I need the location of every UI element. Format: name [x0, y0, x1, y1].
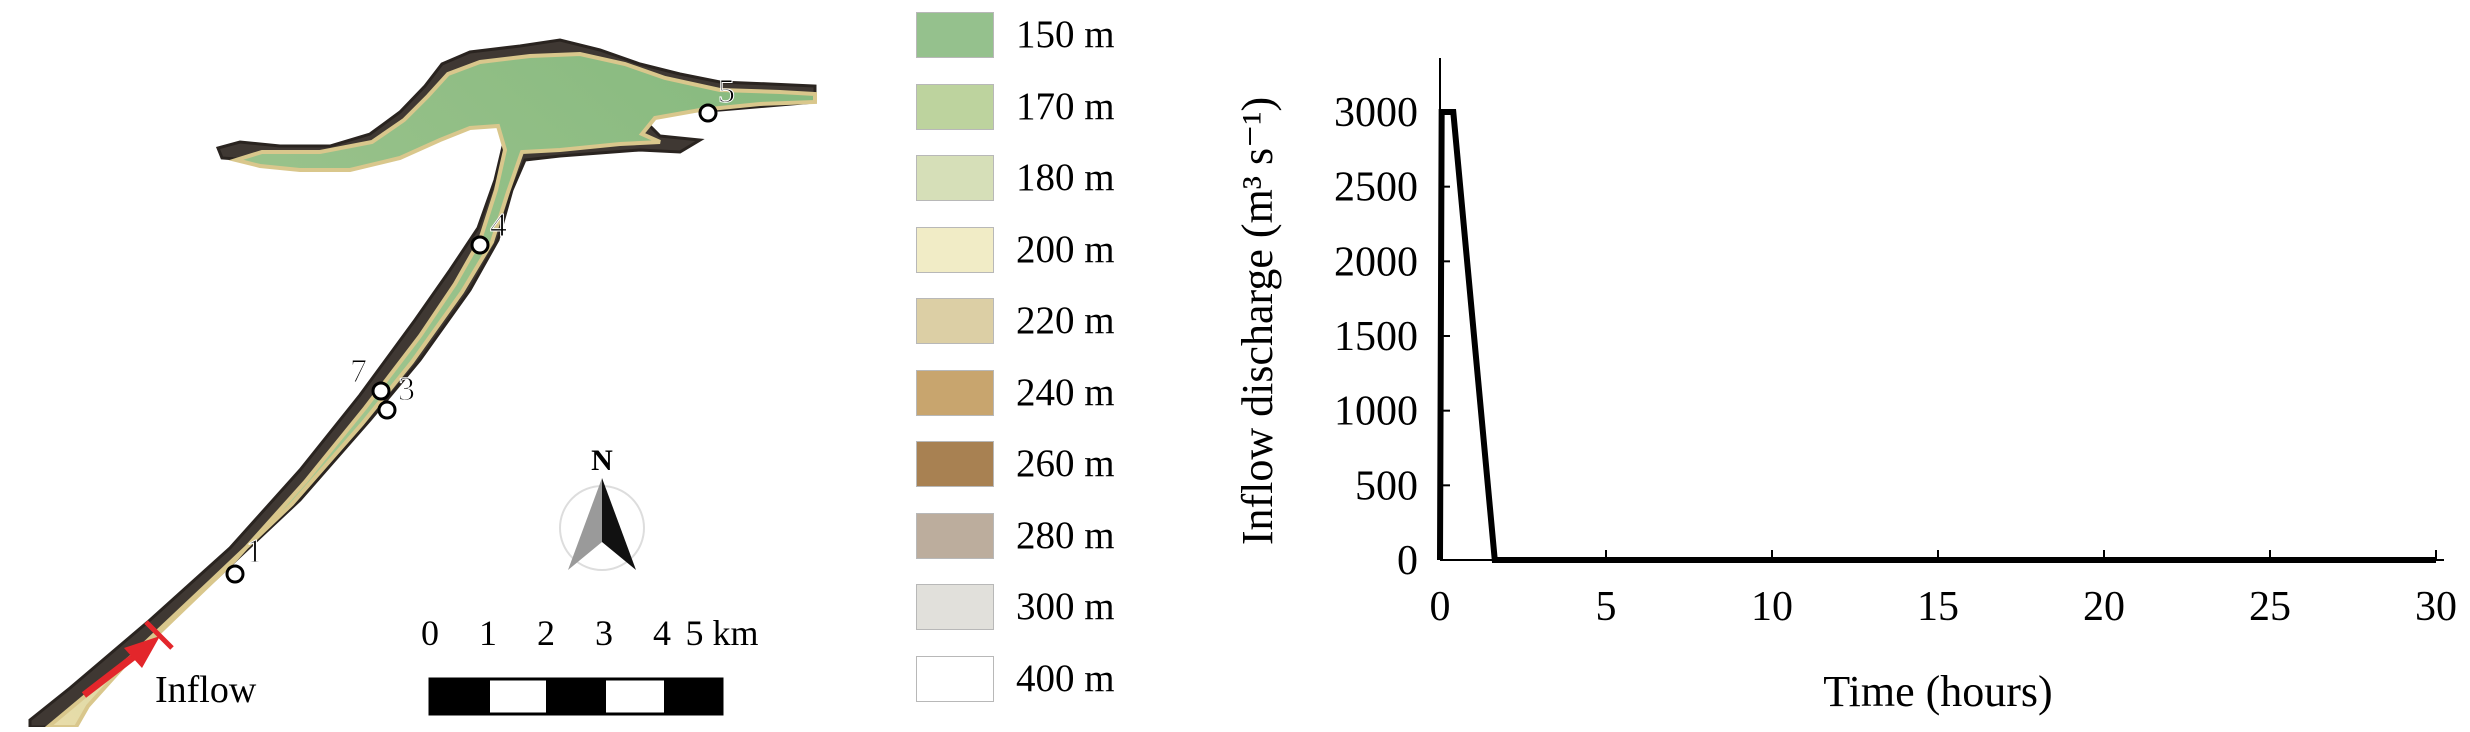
legend-swatch — [916, 155, 994, 201]
inflow-discharge-chart: 0 5 10 15 20 25 30 0 500 1000 1500 2000 2500 3000 Tim… — [1200, 0, 2470, 727]
station-1-marker — [225, 564, 245, 584]
scale-bar-segment-5 — [664, 679, 722, 714]
y-axis-label: Inflow discharge (m³ s⁻¹) — [1233, 97, 1282, 545]
x-tick-label: 20 — [2083, 584, 2125, 630]
legend-label: 240 m — [1016, 370, 1115, 414]
legend-swatch — [916, 298, 994, 344]
scale-bar-segment-3 — [546, 679, 606, 714]
x-tick-label: 0 — [1430, 584, 1451, 630]
series-line — [1437, 109, 2436, 563]
x-tick-label: 30 — [2415, 584, 2457, 630]
x-tick-label: 25 — [2249, 584, 2291, 630]
station-5-marker — [698, 103, 718, 123]
legend-swatch — [916, 655, 994, 702]
legend-swatch — [916, 369, 994, 416]
north-arrow-right-icon — [602, 478, 636, 570]
y-tick-label: 0 — [1397, 538, 1418, 584]
station-markers: 5 4 7 3 1 — [225, 73, 736, 584]
legend-label: 300 m — [1016, 585, 1115, 628]
station-1-label: 1 — [246, 533, 263, 570]
station-4-marker — [470, 235, 490, 255]
y-tick-label: 1000 — [1334, 389, 1418, 435]
water-body — [42, 51, 817, 729]
elevation-legend: 150 m 170 m 180 m 200 m 220 m 240 m 260 m 280 m… — [910, 0, 1240, 727]
legend-label: 200 m — [1016, 227, 1115, 271]
x-axis-label: Time (hours) — [1823, 667, 2052, 716]
scale-tick-label: 4 — [653, 613, 671, 653]
scale-tick-label: 1 — [479, 613, 497, 653]
y-tick-label: 3000 — [1334, 90, 1418, 136]
x-tick-label: 10 — [1751, 584, 1793, 630]
cliff-edge-west — [28, 38, 817, 729]
station-3-label: 3 — [398, 371, 415, 408]
y-tick-label: 2000 — [1334, 239, 1418, 285]
station-7-marker — [371, 381, 391, 401]
north-arrow-left-icon — [568, 478, 602, 570]
station-3-marker — [377, 400, 397, 420]
station-4-label: 4 — [490, 207, 507, 244]
chart-ticks: 0 5 10 15 20 25 30 0 500 1000 1500 2000 2500 3000 — [1334, 90, 2457, 630]
legend-swatch — [916, 441, 994, 487]
legend-swatch — [916, 226, 994, 273]
scale-bar-segment-1 — [430, 679, 490, 714]
legend-label: 180 m — [1016, 156, 1115, 199]
terrain-relief — [28, 38, 817, 729]
legend-swatch — [916, 512, 994, 559]
x-tick-label: 15 — [1917, 584, 1959, 630]
legend-swatch — [916, 12, 994, 58]
scale-tick-label: 5 km — [685, 613, 758, 653]
y-tick-label: 2500 — [1334, 165, 1418, 211]
inflow-boundary-line — [144, 620, 174, 650]
scale-tick-label: 0 — [421, 613, 439, 653]
legend-label: 220 m — [1016, 299, 1115, 342]
station-5-label: 5 — [718, 73, 735, 110]
reservoir-water — [42, 51, 817, 729]
chart-axes — [1439, 58, 2444, 561]
legend-label: 260 m — [1016, 442, 1115, 485]
legend-label: 400 m — [1016, 656, 1115, 700]
north-label: N — [591, 444, 613, 477]
x-tick-label: 5 — [1596, 584, 1617, 630]
legend-label: 170 m — [1016, 84, 1115, 128]
north-arrow: N — [559, 444, 645, 571]
legend-label: 150 m — [1016, 13, 1115, 56]
station-7-label: 7 — [350, 353, 367, 390]
inflow-arrow-icon — [124, 636, 160, 668]
inflow-arrow-shaft — [81, 649, 143, 698]
y-tick-label: 500 — [1355, 463, 1418, 509]
legend-swatch — [916, 83, 994, 130]
y-tick-label: 1500 — [1334, 314, 1418, 360]
inflow-label: Inflow — [155, 669, 257, 711]
chart-svg: 0 5 10 15 20 25 30 0 500 1000 1500 2000 2500 3000 Tim… — [1233, 58, 2457, 716]
scale-bar-segment-2 — [490, 686, 546, 707]
scale-tick-label: 3 — [595, 613, 613, 653]
scale-tick-label: 2 — [537, 613, 555, 653]
legend-label: 280 m — [1016, 513, 1115, 557]
chart-series — [1437, 109, 2436, 563]
legend-swatch — [916, 584, 994, 630]
inflow-indicator: Inflow — [81, 620, 257, 711]
scale-bar-segment-4 — [606, 686, 664, 707]
